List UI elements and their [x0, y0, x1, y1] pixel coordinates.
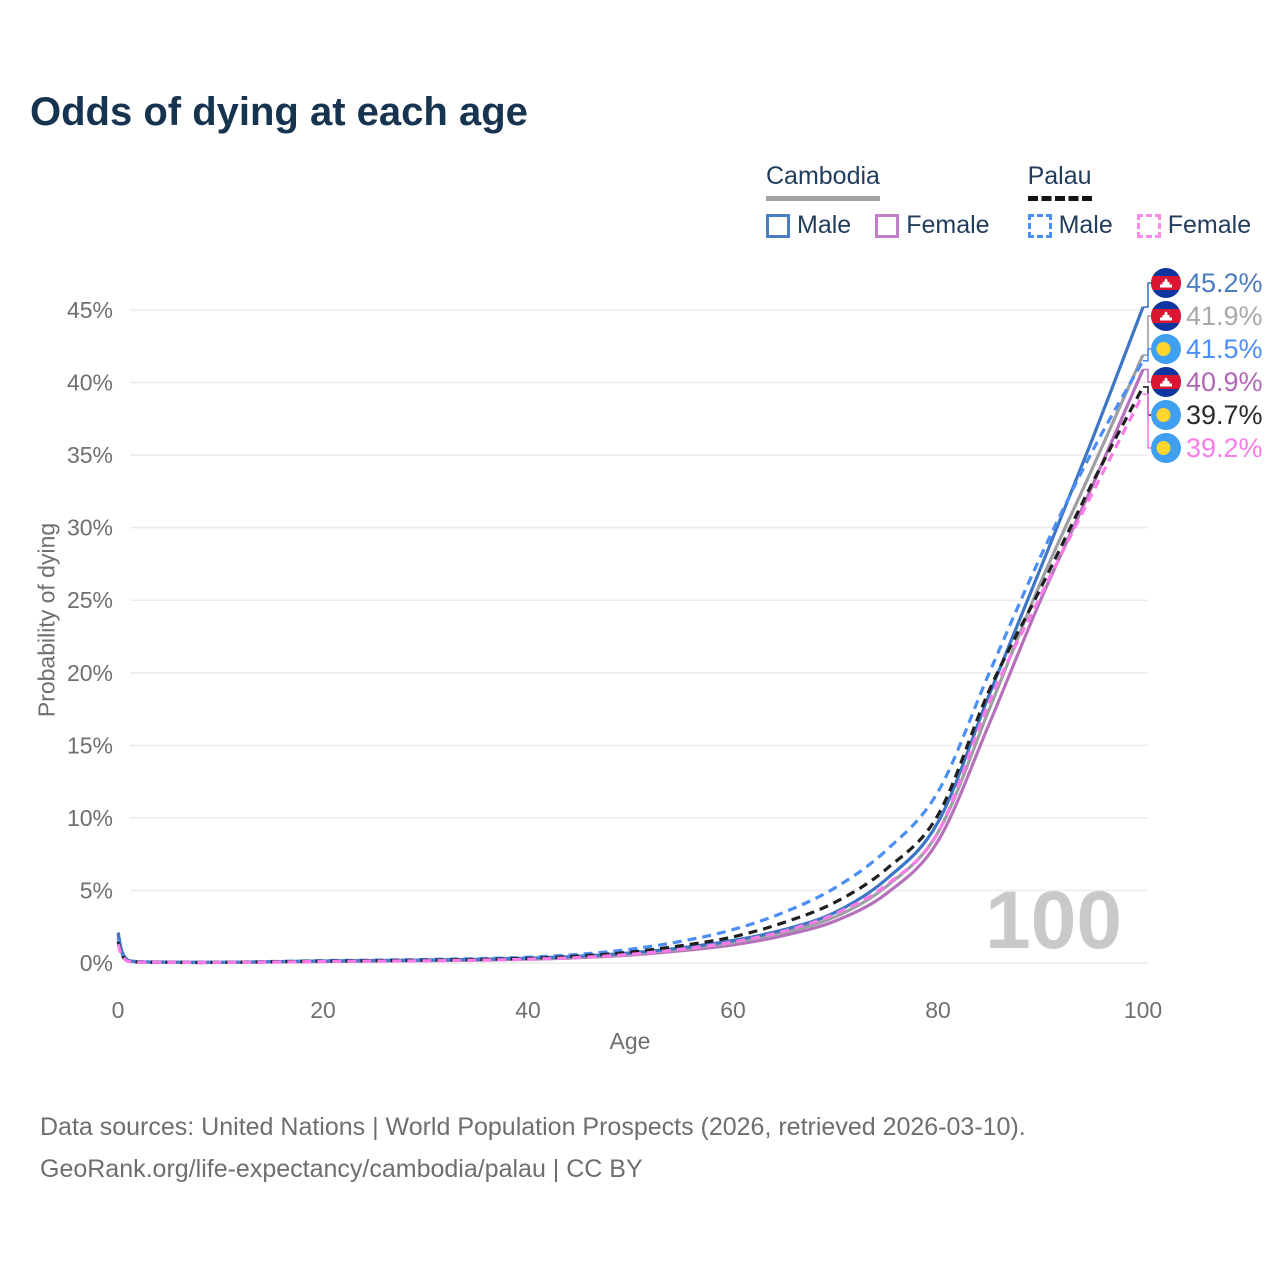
- end-label-value-cambodia-male: 45.2%: [1186, 268, 1263, 298]
- watermark-age-counter: 100: [985, 875, 1122, 966]
- palau-flag-icon: [1151, 400, 1181, 430]
- footer: Data sources: United Nations | World Pop…: [40, 1106, 1026, 1190]
- palau-male-swatch: [1027, 213, 1052, 238]
- end-label-value-cambodia-total: 41.9%: [1186, 301, 1263, 331]
- legend-label-cambodia-male: Male: [797, 211, 852, 239]
- y-tick-label: 40%: [67, 370, 113, 396]
- legend-group-cambodia: Cambodia Male Female: [766, 162, 990, 240]
- end-label-leader-cambodia-male: [1143, 282, 1151, 308]
- page-title: Odds of dying at each age: [30, 90, 528, 134]
- series-line-palau-female[interactable]: [116, 393, 1145, 965]
- palau-flag-icon: [1151, 334, 1181, 364]
- end-label-leader-cambodia-female: [1143, 368, 1151, 383]
- end-label-palau-total[interactable]: 39.7%: [1151, 400, 1263, 430]
- y-tick-label: 45%: [67, 297, 113, 323]
- footer-data-sources: Data sources: United Nations | World Pop…: [40, 1113, 1026, 1141]
- x-tick-label: 20: [310, 997, 336, 1023]
- legend-item-cambodia-female[interactable]: Female: [875, 211, 990, 240]
- series-line-cambodia-total[interactable]: [116, 354, 1145, 964]
- x-tick-label: 40: [515, 997, 541, 1023]
- end-label-value-palau-male: 41.5%: [1186, 334, 1263, 364]
- legend-country-cambodia: Cambodia: [766, 162, 880, 201]
- x-tick-label: 0: [112, 997, 125, 1023]
- y-tick-label: 35%: [67, 442, 113, 468]
- y-tick-label: 30%: [67, 515, 113, 541]
- cambodia-flag-icon: [1151, 268, 1181, 298]
- end-label-value-palau-total: 39.7%: [1186, 400, 1263, 430]
- x-axis-title: Age: [609, 1028, 651, 1054]
- x-tick-label: 80: [925, 997, 951, 1023]
- end-label-leader-palau-male: [1143, 348, 1151, 362]
- legend-item-cambodia-male[interactable]: Male: [766, 211, 851, 240]
- end-label-palau-male[interactable]: 41.5%: [1151, 334, 1263, 364]
- y-tick-label: 15%: [67, 732, 113, 758]
- end-label-leader-palau-female: [1143, 393, 1151, 449]
- cambodia-male-swatch: [766, 213, 790, 238]
- x-tick-label: 60: [720, 997, 746, 1023]
- series-line-cambodia-male[interactable]: [116, 306, 1145, 964]
- cambodia-female-swatch: [875, 213, 900, 238]
- palau-female-swatch: [1136, 213, 1161, 238]
- legend-item-palau-male[interactable]: Male: [1027, 211, 1113, 240]
- end-label-value-palau-female: 39.2%: [1186, 433, 1263, 463]
- y-tick-label: 0%: [80, 950, 113, 976]
- end-label-cambodia-total[interactable]: 41.9%: [1151, 301, 1263, 331]
- y-tick-label: 10%: [67, 805, 113, 831]
- legend-country-palau: Palau: [1027, 162, 1092, 201]
- legend-item-palau-female[interactable]: Female: [1136, 211, 1252, 240]
- legend-label-palau-female: Female: [1167, 211, 1252, 239]
- end-label-cambodia-female[interactable]: 40.9%: [1151, 367, 1263, 397]
- x-tick-label: 100: [1124, 997, 1162, 1023]
- y-tick-label: 25%: [67, 587, 113, 613]
- y-tick-label: 20%: [67, 660, 113, 686]
- series-line-palau-male[interactable]: [116, 360, 1145, 965]
- end-label-cambodia-male[interactable]: 45.2%: [1151, 268, 1263, 298]
- end-label-value-cambodia-female: 40.9%: [1186, 367, 1263, 397]
- end-label-leader-palau-total: [1143, 386, 1151, 416]
- chart-svg: 0% 5% 10% 15% 20% 25% 30% 35% 40% 45% 0 20 40 60 80 100…: [67, 268, 1263, 1023]
- series-line-cambodia-female[interactable]: [116, 368, 1145, 965]
- chart-legend: Cambodia Male Female Palau Male Female: [766, 162, 1251, 240]
- cambodia-flag-icon: [1151, 301, 1181, 331]
- footer-attribution: GeoRank.org/life-expectancy/cambodia/pal…: [40, 1155, 643, 1183]
- legend-group-palau: Palau Male Female: [1027, 162, 1252, 240]
- cambodia-flag-icon: [1151, 367, 1181, 397]
- end-label-palau-female[interactable]: 39.2%: [1151, 433, 1263, 463]
- palau-flag-icon: [1151, 433, 1181, 463]
- y-tick-label: 5%: [80, 877, 113, 903]
- end-label-leader-cambodia-total: [1143, 315, 1151, 356]
- legend-label-palau-male: Male: [1058, 211, 1113, 239]
- legend-label-cambodia-female: Female: [906, 211, 990, 239]
